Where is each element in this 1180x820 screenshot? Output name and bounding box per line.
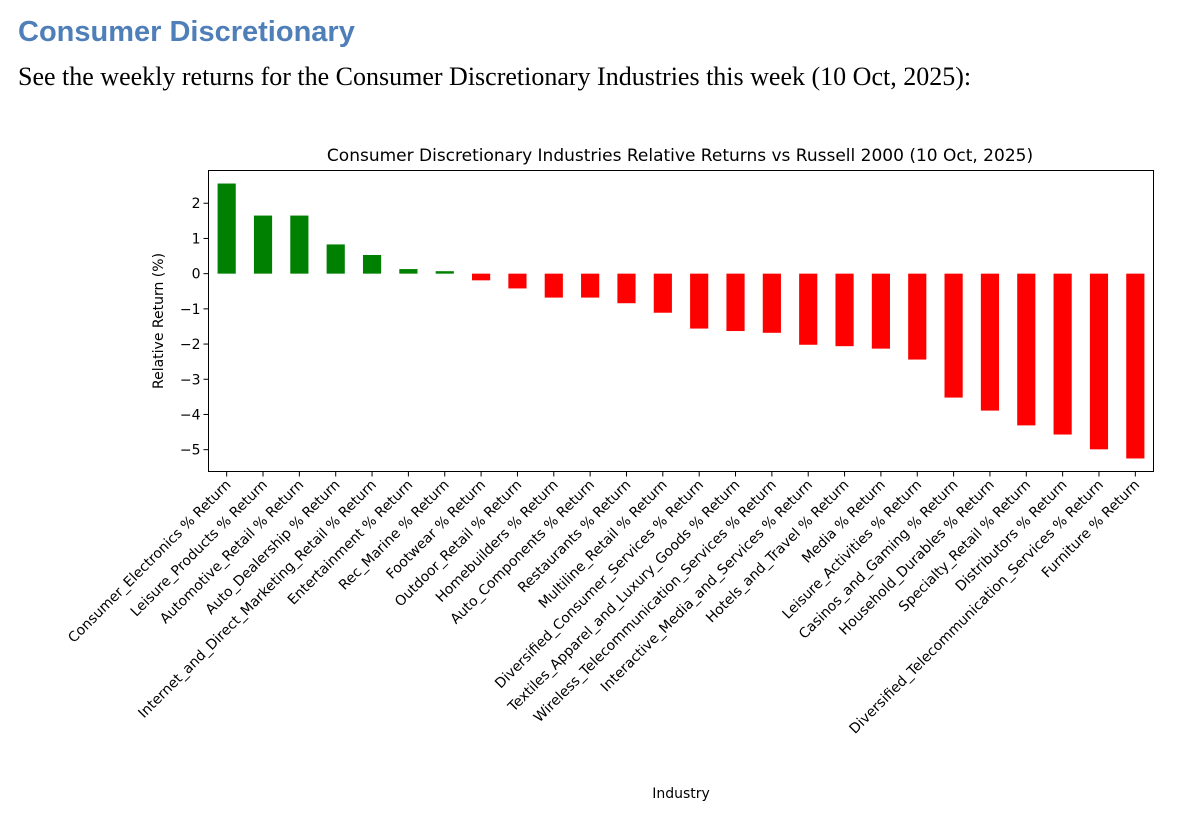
bar: [1126, 273, 1145, 459]
bar: [617, 273, 636, 304]
x-tick-label: Automotive_Retail % Return: [157, 477, 307, 627]
bar: [581, 273, 600, 298]
bar: [253, 215, 273, 274]
bar: [326, 244, 345, 274]
bar: [726, 273, 745, 332]
bar: [1053, 273, 1072, 435]
x-tick-label: Internet_and_Direct_Marketing_Retail % R…: [135, 477, 380, 722]
x-tick-label: Consumer_Electronics % Return: [65, 477, 234, 646]
x-axis-label: Industry: [652, 786, 710, 802]
y-tick-label: −3: [180, 372, 201, 388]
y-tick-label: 1: [192, 231, 201, 247]
bar: [871, 273, 890, 349]
section-heading: Consumer Discretionary: [18, 16, 355, 48]
y-tick-label: −2: [180, 337, 201, 353]
bar: [472, 273, 491, 281]
bar: [362, 254, 382, 274]
bar: [762, 273, 781, 333]
bar: [399, 269, 418, 274]
bar: [544, 273, 563, 298]
y-tick-label: 0: [192, 267, 201, 283]
bar: [1017, 273, 1036, 426]
plot-frame: [208, 170, 1154, 472]
bar: [799, 273, 818, 345]
chart-title: Consumer Discretionary Industries Relati…: [327, 146, 1033, 166]
y-tick-label: 2: [192, 196, 201, 212]
bar: [908, 273, 927, 360]
bar: [835, 273, 854, 347]
bar: [290, 215, 309, 274]
bar: [690, 273, 709, 329]
y-tick-label: −5: [180, 443, 201, 459]
bar: [1089, 273, 1109, 450]
section-subtitle: See the weekly returns for the Consumer …: [18, 62, 972, 91]
bar: [980, 273, 1000, 411]
bar: [508, 273, 527, 289]
y-axis-label: Relative Return (%): [151, 253, 167, 389]
y-tick-label: −4: [180, 407, 201, 423]
bar: [653, 273, 672, 313]
bar: [944, 273, 963, 398]
y-tick-label: −1: [180, 302, 201, 318]
bar: [217, 183, 236, 274]
bar: [435, 271, 454, 274]
